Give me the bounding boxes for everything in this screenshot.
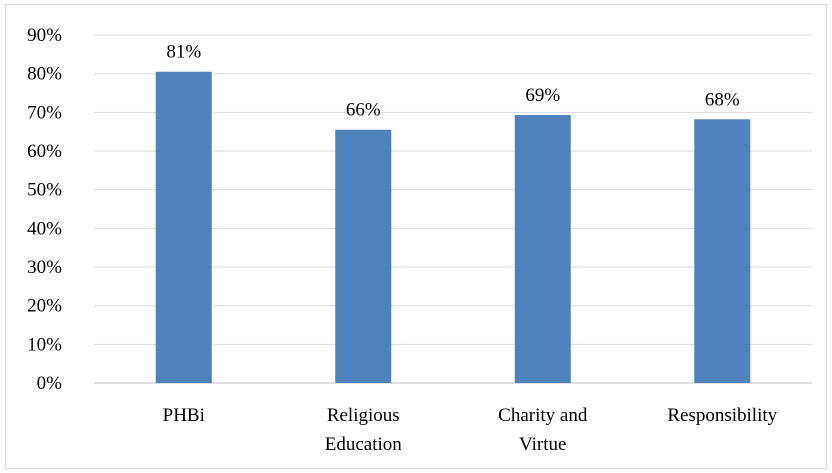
x-tick-label: Religious [327,405,400,426]
data-label: 66% [346,100,381,121]
bar [694,119,751,383]
x-tick-label: PHBi [163,405,205,426]
y-tick-label: 0% [37,373,63,394]
x-tick-label: Responsibility [667,405,777,426]
data-label: 81% [166,42,201,63]
y-tick-label: 40% [27,218,62,239]
y-tick-label: 20% [27,296,62,317]
bar [335,129,392,383]
y-tick-label: 30% [27,257,62,278]
y-tick-label: 80% [27,64,62,85]
y-tick-label: 60% [27,141,62,162]
x-tick-label: Charity and [498,405,588,426]
bar [155,71,212,383]
x-tick-label: Education [325,434,403,455]
bar [514,115,571,383]
y-tick-label: 90% [27,25,62,46]
y-tick-label: 70% [27,102,62,123]
y-tick-label: 50% [27,180,62,201]
chart-frame [5,4,827,469]
x-tick-label: Virtue [519,434,566,455]
y-tick-label: 10% [27,334,62,355]
data-label: 69% [525,85,560,106]
data-label: 68% [705,89,740,110]
